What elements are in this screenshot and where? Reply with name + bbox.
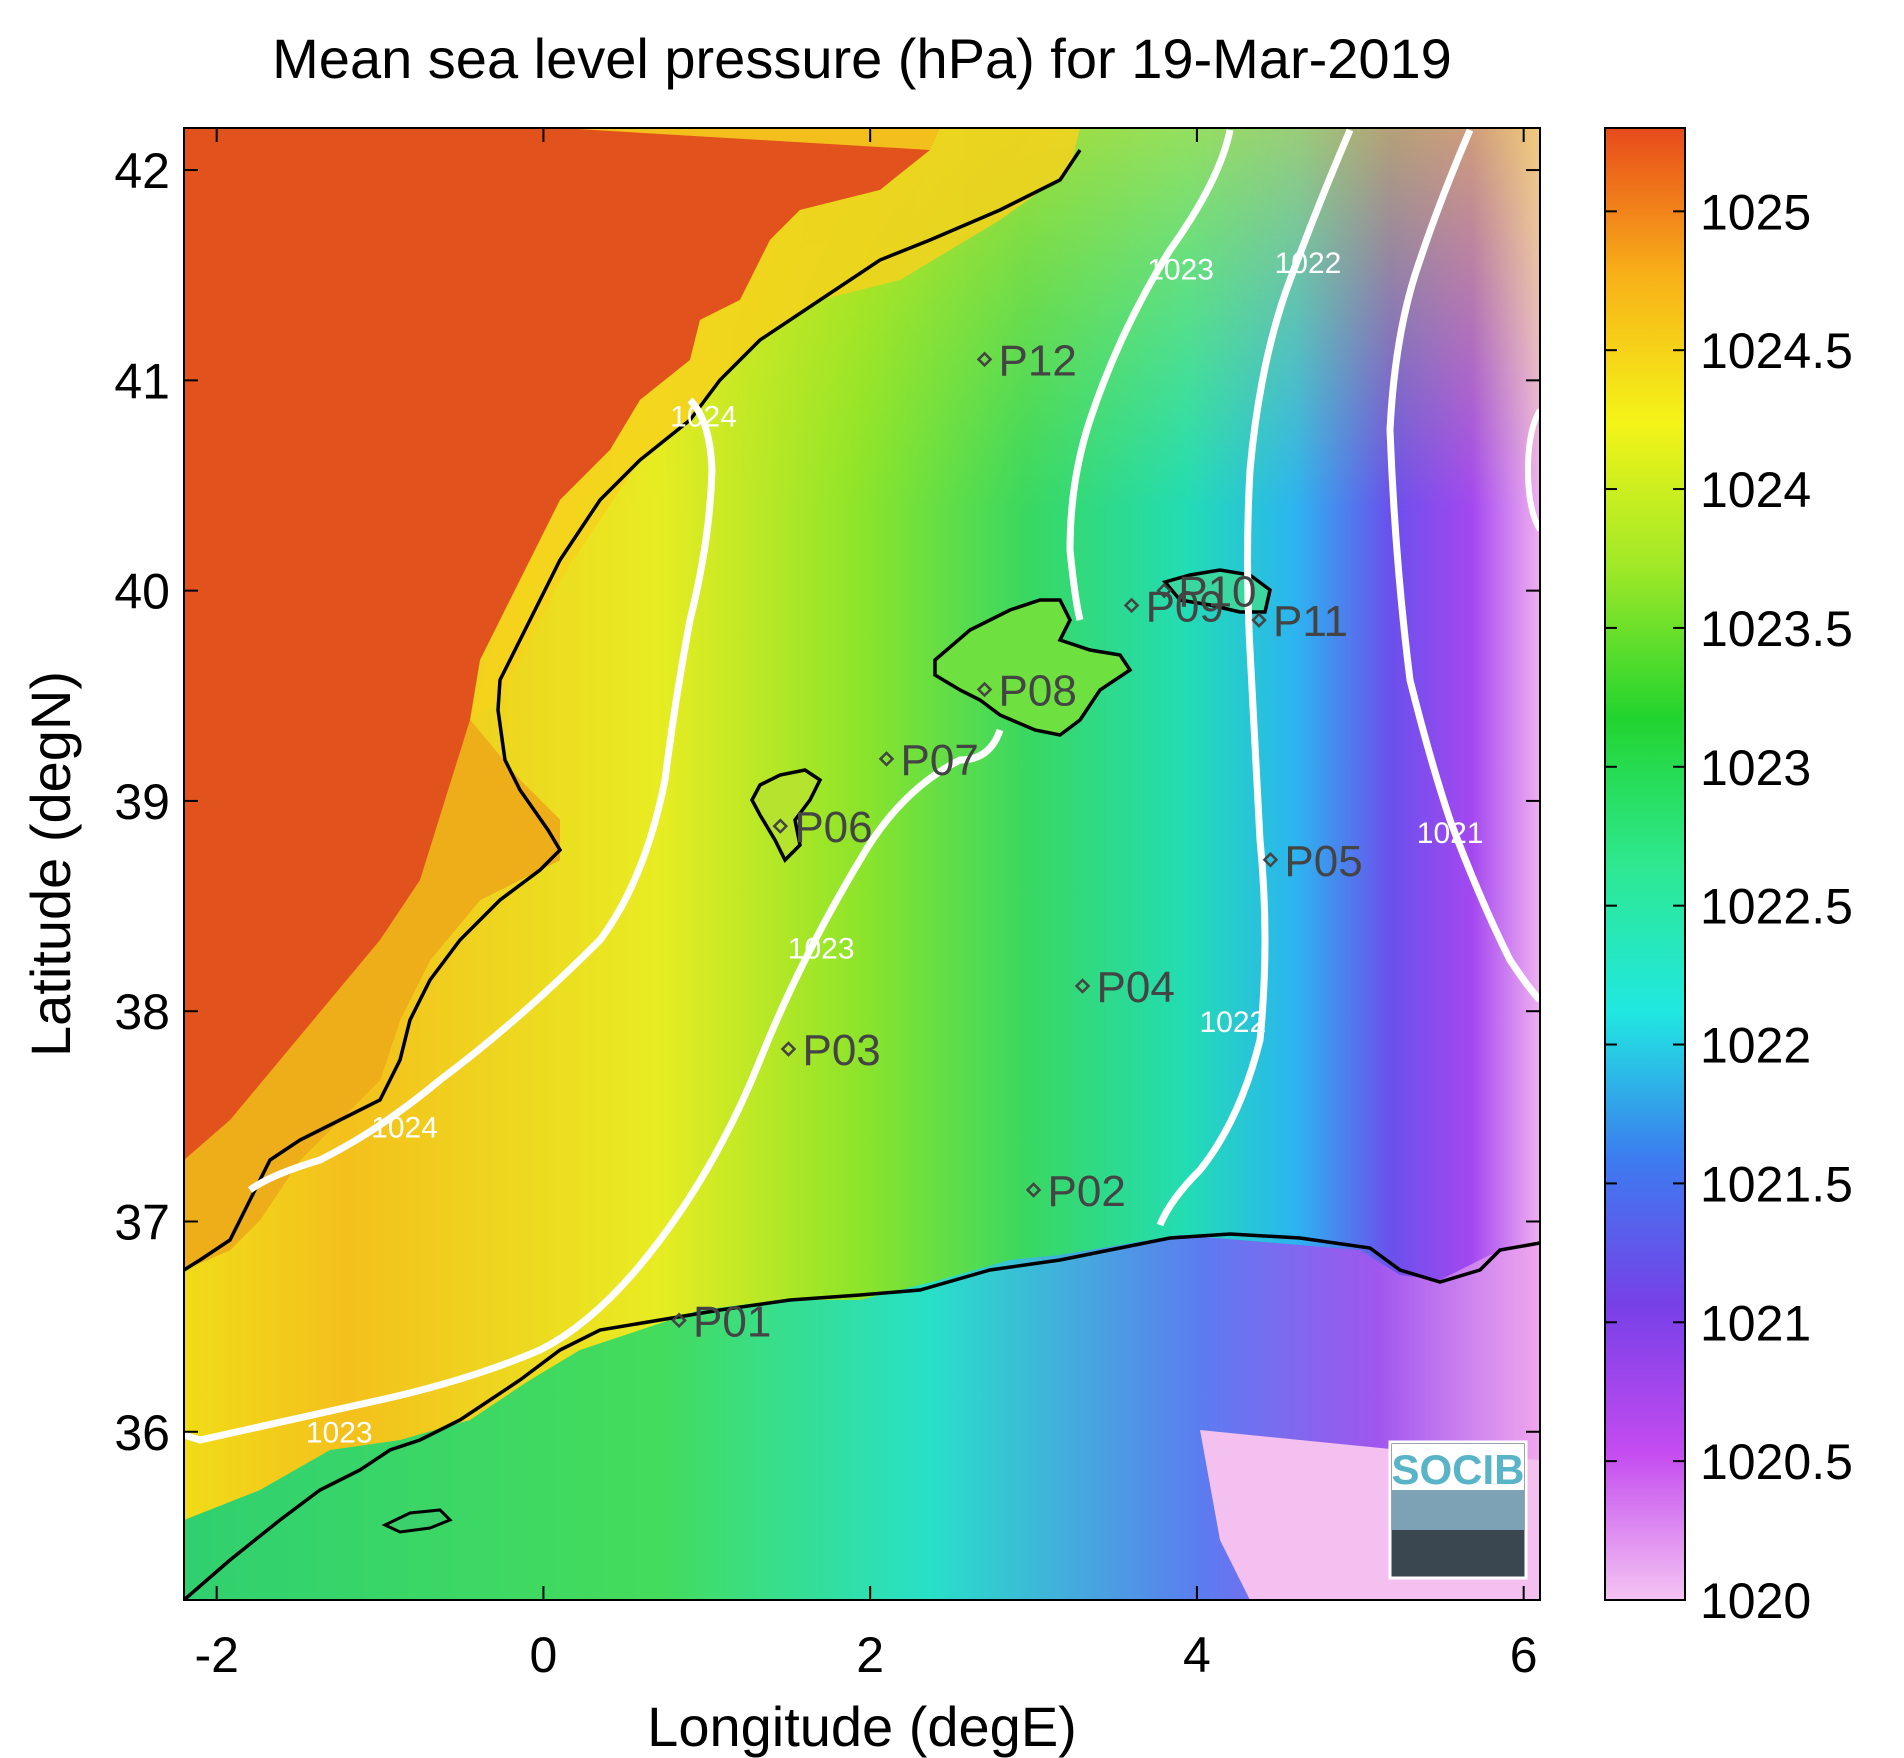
iberia-coastline: [184, 149, 1082, 1272]
ibiza-island: [750, 768, 823, 863]
x-axis-label: Longitude (degE): [647, 1695, 1077, 1758]
station-marker: [1074, 978, 1091, 994]
station-label: P02: [1048, 1167, 1126, 1216]
station-marker: [780, 1041, 797, 1057]
contour-1021: [1386, 128, 1540, 1003]
alboran-island: [381, 1508, 453, 1534]
contour-1023-west: [184, 728, 1004, 1444]
station-label: P07: [901, 736, 979, 785]
station-label: P06: [794, 803, 872, 852]
iberia-south-coast-belt: [184, 720, 560, 1270]
station-marker: [1251, 612, 1267, 628]
x-tick-label: 4: [1183, 1627, 1211, 1683]
y-tick-label: 41: [114, 353, 170, 409]
colorbar-tick-label: 1023.5: [1700, 601, 1853, 657]
x-axis: -2 0 2 4 6: [194, 128, 1538, 1683]
station-marker: [976, 351, 993, 368]
x-tick-label: 6: [1510, 1627, 1538, 1683]
contour-labels: 1024 1024 1023 1023 1023 1022 1022 1021: [306, 247, 1484, 1449]
y-tick-label: 42: [114, 143, 170, 199]
x-tick-label: -2: [194, 1627, 238, 1683]
africa-coastline: [184, 1232, 1540, 1600]
colorbar-tick-label: 1021: [1700, 1295, 1811, 1351]
station-marker: [1123, 597, 1140, 614]
chart-title: Mean sea level pressure (hPa) for 19-Mar…: [272, 27, 1452, 90]
contour-label: 1023: [788, 933, 855, 966]
station-marker: [1156, 582, 1173, 599]
africa-land: [184, 1235, 1540, 1600]
contour-label: 1023: [1147, 253, 1214, 286]
station-marker: [772, 818, 789, 834]
colorbar-tick-label: 1024: [1700, 462, 1811, 518]
colorbar-tick-label: 1020: [1700, 1573, 1811, 1629]
map-plot-area: SOCIB: [184, 128, 1540, 1600]
y-tick-label: 39: [114, 774, 170, 830]
station-label: P10: [1178, 568, 1256, 617]
contour-label: 1021: [1417, 817, 1484, 850]
x-tick-label: 2: [856, 1627, 884, 1683]
station-marker: [671, 1312, 687, 1329]
contour-label: 1022: [1275, 247, 1342, 280]
contour-1022: [1156, 128, 1354, 1227]
contour-1023-east: [1066, 129, 1234, 621]
contour-1020: [1524, 408, 1540, 532]
station-label: P04: [1097, 963, 1175, 1012]
station-marker: [878, 751, 895, 767]
contour-1024: [247, 397, 716, 1193]
station-marker: [976, 681, 993, 698]
station-label: P11: [1273, 597, 1348, 646]
socib-logo: SOCIB: [1388, 1440, 1528, 1580]
colorbar: [1604, 127, 1686, 1601]
contour-label: 1024: [371, 1111, 438, 1144]
station-label: P12: [999, 336, 1077, 385]
iberia-coast-belt: [470, 128, 1080, 720]
socib-logo-text: SOCIB: [1391, 1446, 1524, 1493]
colorbar-tick-label: 1025: [1700, 184, 1811, 240]
station-marker: [1025, 1182, 1042, 1198]
colorbar-tick-label: 1023: [1700, 740, 1811, 796]
colorbar-tick-label: 1020.5: [1700, 1434, 1853, 1490]
colorbar-ticks: 1020 1020.5 1021 1021.5 1022 1022.5 1023 1023.5…: [1605, 184, 1853, 1629]
station-label: P03: [802, 1026, 880, 1075]
y-tick-label: 38: [114, 984, 170, 1040]
y-tick-label: 40: [114, 564, 170, 620]
y-axis-label: Latitude (degN): [19, 671, 82, 1057]
station-label: P08: [999, 666, 1077, 715]
x-tick-label: 0: [530, 1627, 558, 1683]
y-tick-label: 37: [114, 1194, 170, 1250]
station-label: P05: [1284, 837, 1362, 886]
colorbar-tick-label: 1022.5: [1700, 879, 1853, 935]
station-label: P01: [693, 1297, 771, 1346]
menorca-island: [1161, 568, 1272, 614]
colorbar-tick-label: 1022: [1700, 1018, 1811, 1074]
mallorca-island: [933, 598, 1133, 737]
colorbar-tick-label: 1024.5: [1700, 323, 1853, 379]
y-tick-label: 36: [114, 1405, 170, 1461]
contour-label: 1023: [306, 1416, 373, 1449]
plot-frame: [183, 127, 1541, 1601]
colorbar-tick-label: 1021.5: [1700, 1156, 1853, 1212]
contour-label: 1024: [670, 401, 737, 434]
y-axis: 36 37 38 39 40 41 42: [114, 143, 1540, 1461]
contour-label: 1022: [1199, 1006, 1266, 1039]
station-marker: [1262, 852, 1279, 868]
